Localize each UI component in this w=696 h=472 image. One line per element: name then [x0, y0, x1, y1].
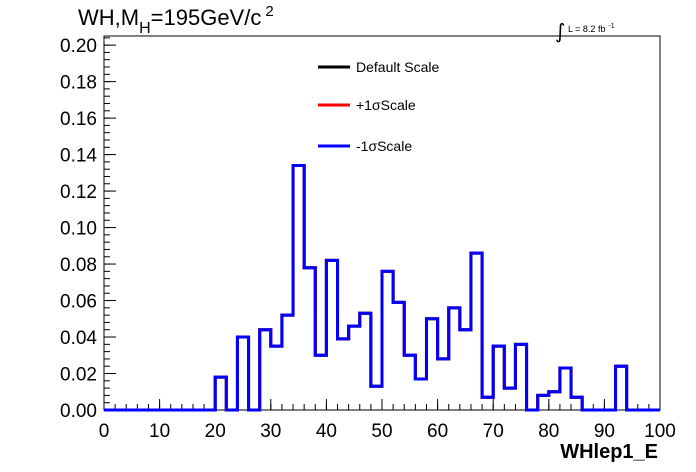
y-tick-label: 0.16 — [60, 109, 97, 130]
legend-label-minus-sigma: -1σScale — [356, 138, 412, 154]
y-tick-label: 0.04 — [60, 328, 97, 349]
y-tick-label: 0.08 — [60, 255, 97, 276]
luminosity-text: L = 8.2 fb — [568, 24, 605, 34]
x-tick-label: 60 — [427, 421, 448, 442]
legend: Default Scale +1σScale -1σScale — [318, 59, 439, 154]
x-tick-label: 80 — [538, 421, 559, 442]
x-tick-label: 20 — [205, 421, 226, 442]
y-tick-label: 0.00 — [60, 401, 97, 422]
y-tick-label: 0.14 — [60, 146, 97, 167]
y-tick-label: 0.06 — [60, 292, 97, 313]
title-superscript: 2 — [265, 3, 273, 20]
series-2-histogram — [104, 164, 660, 412]
axes: 0.00 0.02 0.04 0.06 0.08 0.10 0.12 0.14 0.16 0.18… — [60, 36, 676, 442]
series-layer — [104, 164, 660, 412]
y-tick-label: 0.10 — [60, 219, 97, 240]
x-tick-label: 10 — [149, 421, 170, 442]
x-tick-label: 100 — [644, 421, 676, 442]
luminosity-exponent: -1 — [608, 23, 614, 30]
y-tick-label: 0.18 — [60, 73, 97, 94]
x-tick-label: 40 — [316, 421, 337, 442]
x-axis-label: WHlep1_E — [560, 441, 658, 463]
x-tick-label: 70 — [483, 421, 504, 442]
x-tick-label: 30 — [260, 421, 281, 442]
x-tick-label: 90 — [594, 421, 615, 442]
x-tick-label: 0 — [99, 421, 110, 442]
x-tick-label: 50 — [371, 421, 392, 442]
y-tick-label: 0.12 — [60, 182, 97, 203]
title-value: =195GeV/c — [151, 5, 262, 30]
chart-title: WH,MH=195GeV/c 2 — [78, 3, 274, 37]
y-tick-label: 0.02 — [60, 365, 97, 386]
legend-label-plus-sigma: +1σScale — [356, 97, 416, 113]
luminosity-integral: ∫ — [555, 19, 565, 43]
title-prefix: WH,M — [78, 5, 139, 30]
y-tick-label: 0.20 — [60, 36, 97, 57]
title-subscript: H — [139, 20, 151, 37]
legend-label-default-scale: Default Scale — [356, 59, 439, 75]
luminosity-label: L = 8.2 fb -1 — [568, 23, 615, 34]
